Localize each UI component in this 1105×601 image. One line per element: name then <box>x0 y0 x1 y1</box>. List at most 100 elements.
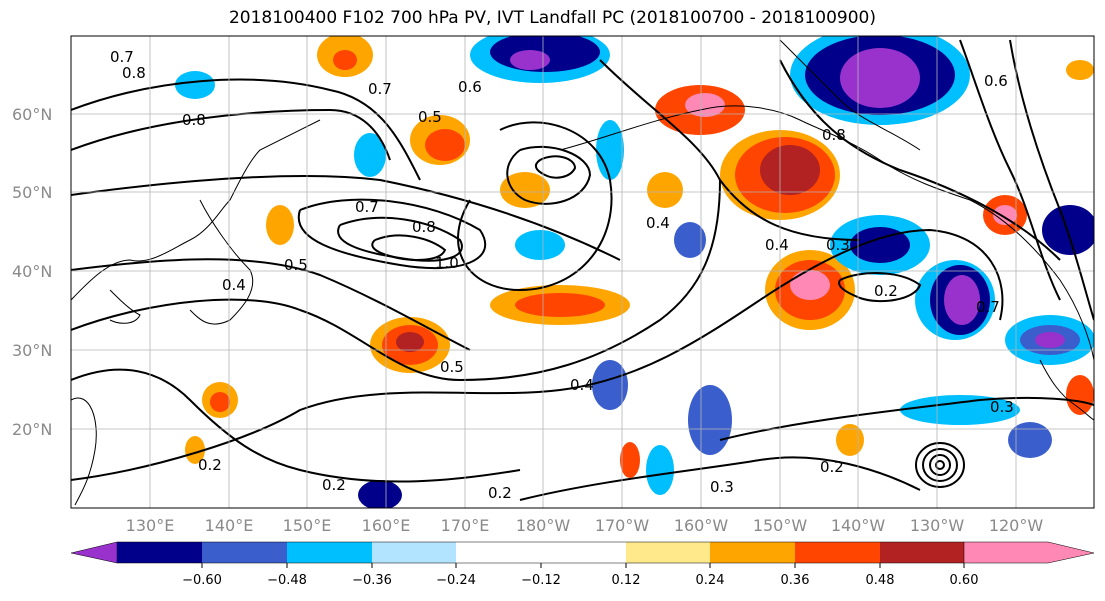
lon-label: 150°W <box>753 516 808 535</box>
pv-region <box>685 93 725 117</box>
graticule-grid <box>71 36 1094 508</box>
coastline <box>779 39 921 151</box>
contour-label: 0.6 <box>458 78 482 96</box>
pv-region <box>647 172 683 208</box>
pv-region <box>944 275 980 325</box>
pv-region <box>688 385 732 455</box>
colorbar-ticks <box>201 563 965 568</box>
contour-label: 0.7 <box>355 198 379 216</box>
contour-line <box>71 179 721 382</box>
pv-region <box>840 48 920 108</box>
pv-region <box>210 392 230 412</box>
pv-region <box>900 395 1020 425</box>
pv-region <box>358 480 402 508</box>
colorbar-tick-label: 0.24 <box>696 573 725 588</box>
pv-contour-lines <box>71 39 1094 501</box>
lat-label: 60°N <box>12 105 52 124</box>
contour-label: 0.7 <box>368 80 392 98</box>
lon-label: 140°W <box>831 516 886 535</box>
contour-line <box>71 368 521 483</box>
contour-label: 0.2 <box>488 484 512 502</box>
pv-region <box>836 424 864 456</box>
pv-region <box>1035 332 1065 348</box>
contour-line <box>519 456 921 501</box>
longitude-labels: 130°E 140°E 150°E 160°E 170°E 180°W 170°… <box>126 516 1044 535</box>
contour-label: 0.7 <box>976 298 1000 316</box>
contour-line <box>534 155 577 179</box>
contour-line <box>779 59 1061 261</box>
contour-line <box>371 234 447 261</box>
contour-label: 0.5 <box>284 256 308 274</box>
colorbar-bin <box>710 542 795 563</box>
contour-label: 0.8 <box>182 111 206 129</box>
pv-region <box>592 360 628 410</box>
contour-label: 0.5 <box>440 358 464 376</box>
contour-label: 1.0 <box>435 254 459 272</box>
colorbar-bin <box>287 542 372 563</box>
pv-region <box>596 120 624 180</box>
contour-line <box>915 442 965 488</box>
coastline <box>559 105 1094 361</box>
colorbar-tick-label: −0.48 <box>267 573 307 588</box>
lat-label: 20°N <box>12 420 52 439</box>
pv-region <box>333 50 357 70</box>
colorbar: −0.60 −0.48 −0.36 −0.24 −0.12 0.12 0.24 … <box>70 541 1095 588</box>
colorbar-tick-label: 0.12 <box>612 573 641 588</box>
coastline <box>1039 359 1094 421</box>
colorbar-extend-low <box>70 541 118 564</box>
page-title: 2018100400 F102 700 hPa PV, IVT Landfall… <box>228 8 876 28</box>
pv-region <box>515 293 605 317</box>
coastline <box>71 119 321 301</box>
lat-label: 30°N <box>12 341 52 360</box>
contour-label: 0.2 <box>820 458 844 476</box>
contour-line <box>71 108 391 161</box>
pv-filled-regions <box>175 36 1094 508</box>
colorbar-bin <box>202 542 287 563</box>
colorbar-tick-label: −0.12 <box>521 573 561 588</box>
contour-line <box>719 396 1094 441</box>
colorbar-extend-high <box>963 541 1095 564</box>
map-panel: 0.7 0.8 0.8 0.6 0.7 0.5 0.8 0.7 1.0 0.5 … <box>70 35 1095 509</box>
contour-line <box>599 59 861 241</box>
lat-label: 50°N <box>12 183 52 202</box>
contour-line <box>838 272 922 303</box>
lon-label: 170°E <box>441 516 490 535</box>
colorbar-bin <box>372 542 456 563</box>
pv-region <box>1066 375 1094 415</box>
contour-line <box>457 121 613 292</box>
colorbar-bin <box>880 542 964 563</box>
pv-region <box>850 227 910 263</box>
contour-label: 0.5 <box>418 108 442 126</box>
map-frame <box>70 35 1095 509</box>
colorbar-tick-label: 0.36 <box>781 573 810 588</box>
pv-region <box>1066 60 1094 80</box>
pv-region <box>760 145 820 195</box>
pv-region <box>185 436 205 464</box>
colorbar-tick-label: −0.60 <box>182 573 222 588</box>
contour-label: 0.2 <box>874 282 898 300</box>
colorbar-tick-label: −0.24 <box>436 573 476 588</box>
contour-label: 0.4 <box>570 376 594 394</box>
contour-line <box>929 454 951 476</box>
lon-label: 120°W <box>989 516 1044 535</box>
coastline-outline <box>71 39 1094 506</box>
pv-region <box>175 71 215 99</box>
pv-region <box>396 332 424 352</box>
lon-label: 130°E <box>126 516 175 535</box>
contour-line <box>71 299 761 481</box>
contour-label: 0.2 <box>322 476 346 494</box>
contour-line <box>935 460 945 470</box>
contour-line <box>337 216 463 262</box>
lon-label: 180°W <box>516 516 571 535</box>
lon-label: 140°E <box>205 516 254 535</box>
colorbar-tick-label: −0.36 <box>352 573 392 588</box>
colorbar-bin <box>626 542 710 563</box>
pv-region <box>266 205 294 245</box>
contour-label: 0.3 <box>826 236 850 254</box>
pv-region <box>790 270 830 300</box>
pv-region <box>510 50 550 70</box>
contour-label: 0.4 <box>646 214 670 232</box>
contour-line <box>759 228 1004 321</box>
lon-label: 170°W <box>595 516 650 535</box>
